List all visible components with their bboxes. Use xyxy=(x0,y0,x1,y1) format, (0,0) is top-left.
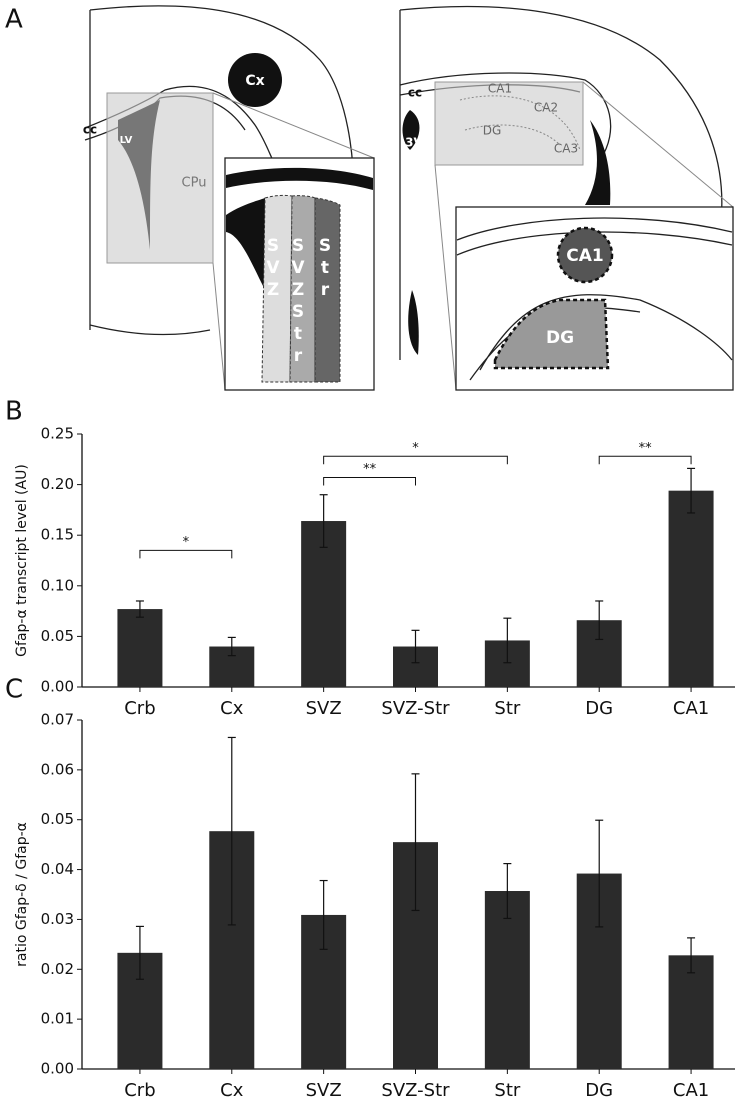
y-tick-label: 0.02 xyxy=(41,960,74,978)
x-tick-label: SVZ xyxy=(306,1080,342,1099)
region-label: DG xyxy=(483,124,502,138)
ca1-region xyxy=(556,226,614,284)
y-tick-label: 0.00 xyxy=(41,1060,74,1078)
panel-a: A Cx cc LV CPu SVZ SVZStr Str cc 3V CA1 … xyxy=(5,5,734,391)
y-tick-label: 0.10 xyxy=(41,576,74,594)
region-label: cc xyxy=(408,86,422,100)
significance-label: * xyxy=(412,441,419,456)
y-tick-label: 0.06 xyxy=(41,760,74,778)
significance-bracket xyxy=(323,477,416,486)
zoom-line xyxy=(434,164,457,391)
y-tick-label: 0.04 xyxy=(41,860,74,878)
x-tick-label: SVZ-Str xyxy=(381,698,450,719)
ventricle xyxy=(408,290,419,355)
x-tick-label: Cx xyxy=(220,698,244,719)
region-label: CA1 xyxy=(566,246,603,266)
significance-label: ** xyxy=(639,441,653,456)
y-axis-title: ratio Gfap-δ / Gfap-α xyxy=(14,822,30,967)
zoom-region xyxy=(434,81,584,166)
y-tick-label: 0.01 xyxy=(41,1010,74,1028)
x-tick-label: DG xyxy=(585,698,613,719)
significance-bracket xyxy=(323,455,508,465)
bar-chart: B Gfap-α transcript level (AU) 0.00 0.05 0.1… xyxy=(5,397,735,719)
y-tick-label: 0.05 xyxy=(41,627,74,645)
region-label: CA3 xyxy=(554,142,578,156)
bar xyxy=(484,891,530,1069)
ventricle xyxy=(585,120,611,205)
x-tick-label: SVZ-Str xyxy=(381,1080,450,1099)
panel-letter: A xyxy=(5,5,23,35)
column-label: Str xyxy=(315,236,335,302)
zoom-line xyxy=(212,92,375,159)
inset-ventricle xyxy=(226,198,265,290)
x-tick-label: SVZ xyxy=(306,698,342,719)
y-axis-title: Gfap-α transcript level (AU) xyxy=(14,464,30,657)
ventricle xyxy=(402,110,420,150)
region-label: CA1 xyxy=(488,82,512,96)
region-label: 3V xyxy=(405,136,423,150)
x-tick-label: Crb xyxy=(124,1080,155,1099)
region-label: CPu xyxy=(182,176,207,191)
zoom-line xyxy=(582,81,734,208)
ventricle xyxy=(118,100,160,250)
dg-region xyxy=(493,298,610,370)
region-label: DG xyxy=(546,328,574,348)
brain-outline xyxy=(399,5,723,360)
x-tick-label: DG xyxy=(585,1080,613,1099)
zoom-line xyxy=(212,262,226,391)
bar xyxy=(668,490,714,687)
region-label: LV xyxy=(120,135,133,146)
region-label: cc xyxy=(83,123,97,137)
y-tick-label: 0.07 xyxy=(41,711,74,729)
significance-bracket xyxy=(598,455,692,465)
x-tick-label: Crb xyxy=(124,698,155,719)
y-tick-label: 0.05 xyxy=(41,810,74,828)
bar xyxy=(301,521,347,687)
inset-band xyxy=(226,167,373,190)
significance-label: ** xyxy=(363,462,377,477)
x-tick-label: Cx xyxy=(220,1080,244,1099)
y-tick-label: 0.00 xyxy=(41,678,74,696)
bar xyxy=(668,955,714,1069)
x-tick-label: Str xyxy=(494,1080,520,1099)
inset-str xyxy=(314,197,341,383)
panel-letter: C xyxy=(5,675,23,705)
y-tick-label: 0.25 xyxy=(41,425,74,443)
region-label: Cx xyxy=(245,73,264,89)
significance-label: * xyxy=(183,535,190,550)
column-label: SVZStr xyxy=(288,236,308,368)
y-tick-label: 0.03 xyxy=(41,910,74,928)
y-tick-label: 0.20 xyxy=(41,475,74,493)
column-label: SVZ xyxy=(263,236,283,302)
y-tick-label: 0.15 xyxy=(41,526,74,544)
panel-letter: B xyxy=(5,397,23,427)
bar xyxy=(117,609,163,687)
x-tick-label: CA1 xyxy=(673,698,709,719)
cx-region xyxy=(228,53,282,107)
significance-bracket xyxy=(139,549,233,559)
hippocampus-line xyxy=(459,95,581,151)
region-label: CA2 xyxy=(534,101,558,115)
x-tick-label: CA1 xyxy=(673,1080,709,1099)
x-tick-label: Str xyxy=(494,698,520,719)
